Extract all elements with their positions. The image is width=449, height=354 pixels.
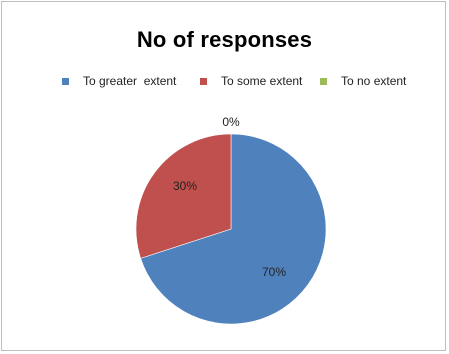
legend-swatch-some bbox=[200, 77, 207, 85]
legend-label-some: To some extent bbox=[221, 74, 303, 88]
legend-swatch-greater bbox=[62, 77, 69, 85]
legend-label-none: To no extent bbox=[341, 74, 407, 88]
pie-slice-some bbox=[135, 133, 232, 259]
data-label-none: 0% bbox=[222, 115, 240, 129]
data-label-greater: 70% bbox=[262, 265, 286, 279]
chart-title: No of responses bbox=[136, 27, 313, 52]
pie-slice-greater bbox=[140, 133, 327, 325]
legend-item-greater: To greater extent bbox=[62, 74, 176, 88]
legend: To greater extent To some extent To no e… bbox=[0, 74, 449, 94]
legend-swatch-none bbox=[320, 77, 327, 85]
legend-item-none: To no extent bbox=[320, 74, 406, 88]
legend-label-greater: To greater extent bbox=[83, 74, 177, 88]
legend-item-some: To some extent bbox=[200, 74, 302, 88]
data-label-some: 30% bbox=[173, 179, 197, 193]
